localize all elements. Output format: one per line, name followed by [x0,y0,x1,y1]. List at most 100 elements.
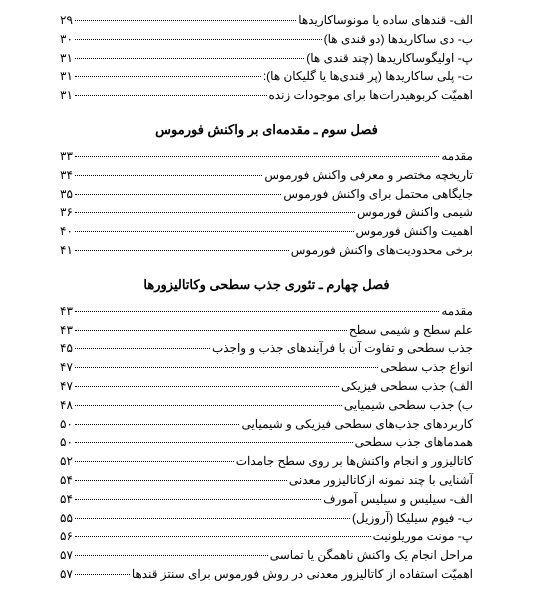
toc-entry: پ- اولیگوساکاریدها (چند قندی ها) ۳۱ [60,50,473,67]
toc-entry: ب- دی ساکاریدها (دو قندی ها)۳۰ [60,31,473,48]
toc-entry-page: ۴۳ [60,322,73,339]
toc-entry-page: ۴۷ [60,378,73,395]
toc-leader [75,555,268,556]
toc-entry-page: ۵۶ [60,528,73,545]
toc-entry: مقدمه ۳۳ [60,148,473,165]
toc-entry-page: ۴۰ [60,223,73,240]
toc-entry-page: ۵۷ [60,566,73,583]
toc-entry-title: تاریخچه مختصر و معرفی واکنش فورموس [264,167,473,184]
toc-entry-title: کاتالیزور و انجام واکنش‌ها بر روی سطح جا… [236,453,473,470]
toc-entry: انواع جذب سطحی ۴۷ [60,359,473,376]
toc-entry-title: آشنایی با چند نمونه ازکاتالیزور معدنی [289,472,473,489]
toc-leader [75,461,234,462]
section4-heading: فصل چهارم ـ تئوری جذب سطحی وکاتالیزورها [60,277,473,293]
toc-entry: کاربردهای جذب‌های سطحی فیزیکی و شیمیایی ۵… [60,416,473,433]
toc-entry-title: اهمیّت استفاده از کاتالیزور معدنی در روش… [132,566,473,583]
toc-entry-page: ۴۵ [60,340,73,357]
toc-entry: اهمیّت کربوهیدرات‌ها برای موجودات زنده۳۱ [60,87,473,104]
toc-entry-title: جذب سطحی و تفاوت آن با فرآیندهای جذب و و… [212,340,473,357]
toc-entry: مراحل انجام یک واکنش ناهمگن یا تماسی ۵۷ [60,547,473,564]
toc-entry-page: ۲۹ [60,12,73,29]
toc-entry: اهمیّت استفاده از کاتالیزور معدنی در روش… [60,566,473,583]
toc-leader [75,499,321,500]
toc-leader [75,536,371,537]
toc-leader [75,58,304,59]
toc-entry-page: ۳۶ [60,204,73,221]
toc-entry-title: مقدمه [441,148,473,165]
toc-leader [75,231,354,232]
toc-entry-title: انواع جذب سطحی [380,359,473,376]
toc-entry-page: ۵۵ [60,510,73,527]
toc-leader [75,39,322,40]
toc-entry-page: ۴۷ [60,359,73,376]
toc-entry-title: مراحل انجام یک واکنش ناهمگن یا تماسی [270,547,473,564]
toc-entry-title: ب) جذب سطحی شیمیایی [344,397,473,414]
toc-entry-page: ۵۴ [60,472,73,489]
toc-entry-title: کاربردهای جذب‌های سطحی فیزیکی و شیمیایی [241,416,473,433]
toc-leader [75,480,287,481]
toc-leader [75,442,353,443]
toc-entry-title: شیمی واکنش فورموس [357,204,473,221]
toc-entry-title: اهمیت واکنش فورموس [356,223,473,240]
toc-entry-page: ۳۱ [60,50,73,67]
toc-entry-page: ۳۰ [60,31,73,48]
toc-entry-page: ۵۴ [60,491,73,508]
toc-entry-title: الف- قندهای ساده یا مونوساکاریدها [298,12,473,29]
section3-heading: فصل سوم ـ مقدمه‌ای بر واکنش فورموس [60,122,473,138]
toc-entry: جایگاهی محتمل برای واکنش فورموس۳۵ [60,186,473,203]
toc-entry: الف- قندهای ساده یا مونوساکاریدها ۲۹ [60,12,473,29]
toc-entry-title: پ- اولیگوساکاریدها (چند قندی ها) [306,50,473,67]
toc-leader [75,367,378,368]
toc-group-section4: مقدمه ۴۳ علم سطح و شیمی سطح ۴۳ جذب سطحی و تف… [60,303,473,583]
toc-leader [75,212,355,213]
toc-leader [75,386,339,387]
toc-leader [75,95,267,96]
toc-entry-title: علم سطح و شیمی سطح [349,322,473,339]
toc-entry-title: برخی محدودیت‌های واکنش فورموس [291,242,473,259]
toc-entry: مقدمه ۴۳ [60,303,473,320]
toc-entry: کاتالیزور و انجام واکنش‌ها بر روی سطح جا… [60,453,473,470]
toc-page: الف- قندهای ساده یا مونوساکاریدها ۲۹ ب- دی… [0,0,533,595]
toc-entry-title: مقدمه [441,303,473,320]
toc-entry-title: ت- پلی ساکاریدها (پر قندی‌ها یا گلیکان ه… [263,68,473,85]
toc-entry-page: ۳۳ [60,148,73,165]
toc-leader [75,175,262,176]
toc-entry-page: ۴۱ [60,242,73,259]
toc-entry-page: ۳۴ [60,167,73,184]
toc-entry-page: ۵۷ [60,547,73,564]
toc-entry-title: ب- فیوم سیلیکا (آروزیل) [352,510,473,527]
toc-entry: علم سطح و شیمی سطح ۴۳ [60,322,473,339]
toc-leader [75,20,296,21]
toc-leader [75,348,210,349]
toc-entry-page: ۵۰ [60,434,73,451]
toc-entry-page: ۳۱ [60,68,73,85]
toc-entry-page: ۳۱ [60,87,73,104]
toc-group-top: الف- قندهای ساده یا مونوساکاریدها ۲۹ ب- دی… [60,12,473,104]
toc-leader [75,424,240,425]
toc-entry: اهمیت واکنش فورموس ۴۰ [60,223,473,240]
toc-entry: آشنایی با چند نمونه ازکاتالیزور معدنی ۵۴ [60,472,473,489]
toc-entry-page: ۴۸ [60,397,73,414]
toc-entry: همدماهای جذب سطحی ۵۰ [60,434,473,451]
toc-entry: تاریخچه مختصر و معرفی واکنش فورموس ۳۴ [60,167,473,184]
toc-leader [75,405,342,406]
toc-entry-title: الف) جذب سطحی فیزیکی [341,378,473,395]
toc-entry: جذب سطحی و تفاوت آن با فرآیندهای جذب و و… [60,340,473,357]
toc-entry: ب) جذب سطحی شیمیایی ۴۸ [60,397,473,414]
toc-entry: الف- سیلیس و سیلیس آمورف ۵۴ [60,491,473,508]
toc-leader [75,574,130,575]
toc-leader [75,330,347,331]
toc-entry: برخی محدودیت‌های واکنش فورموس ۴۱ [60,242,473,259]
toc-leader [75,194,281,195]
toc-entry-title: الف- سیلیس و سیلیس آمورف [323,491,473,508]
toc-entry-page: ۵۰ [60,416,73,433]
toc-entry: ب- فیوم سیلیکا (آروزیل) ۵۵ [60,510,473,527]
toc-group-section3: مقدمه ۳۳ تاریخچه مختصر و معرفی واکنش فورمو… [60,148,473,259]
toc-entry-title: همدماهای جذب سطحی [355,434,473,451]
toc-entry: الف) جذب سطحی فیزیکی ۴۷ [60,378,473,395]
toc-entry: ت- پلی ساکاریدها (پر قندی‌ها یا گلیکان ه… [60,68,473,85]
toc-entry-title: پ- مونت موریلونیت [373,528,473,545]
toc-entry-page: ۳۵ [60,186,73,203]
toc-entry: شیمی واکنش فورموس ۳۶ [60,204,473,221]
toc-entry-page: ۴۳ [60,303,73,320]
